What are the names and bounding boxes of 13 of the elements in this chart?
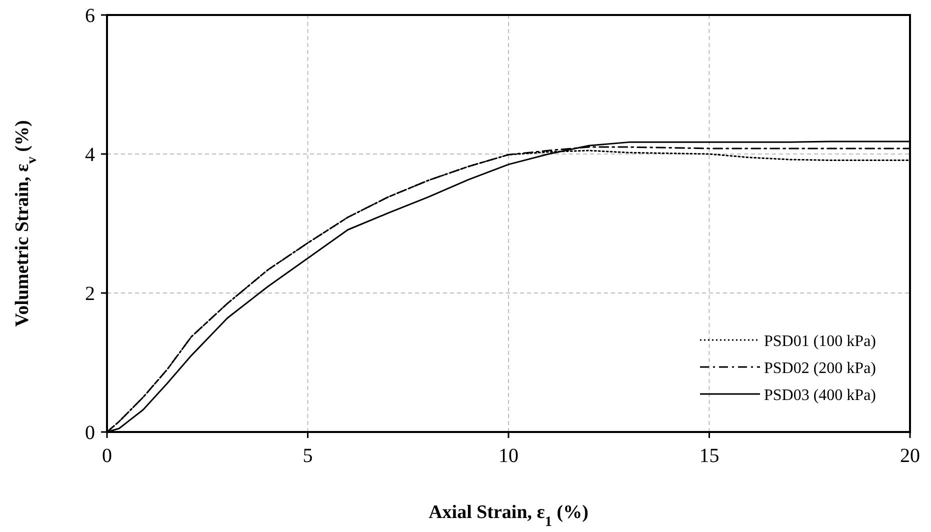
y-tick-label: 4 (85, 144, 95, 166)
x-tick-label: 20 (900, 445, 920, 467)
y-tick-label: 6 (85, 5, 95, 27)
x-axis-title: Axial Strain, ε$_{1}$ (%) (428, 502, 588, 530)
y-tick-label: 0 (85, 422, 95, 444)
legend-label: PSD03 (400 kPa) (764, 387, 876, 404)
legend-label: PSD02 (200 kPa) (764, 360, 876, 377)
legend-label: PSD01 (100 kPa) (764, 333, 876, 350)
x-tick-label: 10 (498, 445, 518, 467)
x-tick-label: 15 (699, 445, 720, 467)
x-tick-label: 5 (302, 445, 313, 467)
y-tick-label: 2 (85, 283, 95, 305)
x-tick-label: 0 (102, 445, 112, 467)
